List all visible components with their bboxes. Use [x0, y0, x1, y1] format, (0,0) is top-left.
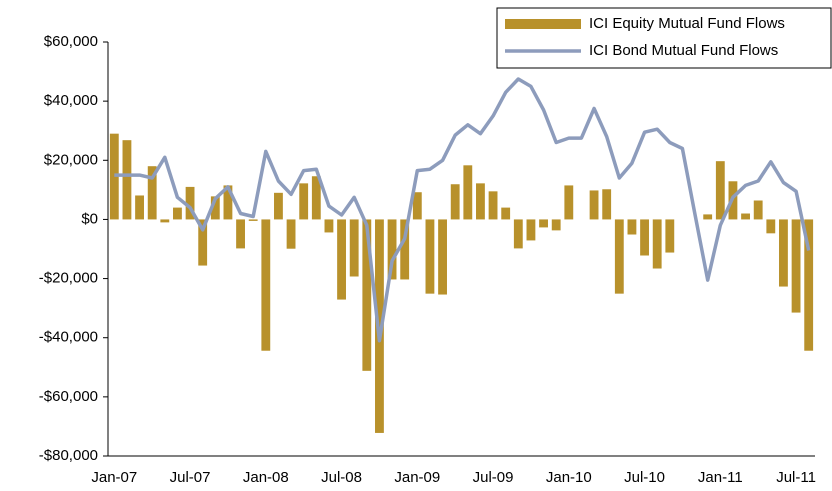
- y-tick-label: -$80,000: [39, 447, 98, 464]
- legend-label: ICI Equity Mutual Fund Flows: [589, 15, 785, 32]
- x-tick-label: Jan-11: [698, 469, 743, 486]
- y-tick-label: -$40,000: [39, 329, 98, 346]
- bar: [779, 219, 788, 287]
- bar: [261, 219, 271, 351]
- x-tick-label: Jul-08: [321, 469, 362, 486]
- bar: [311, 176, 321, 220]
- bar: [488, 191, 498, 220]
- bar: [349, 219, 359, 277]
- x-tick-label: Jul-09: [473, 469, 514, 486]
- bar: [337, 219, 346, 300]
- bar: [614, 219, 624, 294]
- bar: [513, 219, 523, 249]
- bar: [173, 207, 182, 220]
- legend-label: ICI Bond Mutual Fund Flows: [589, 42, 778, 59]
- bar: [791, 219, 801, 313]
- bar: [210, 196, 220, 220]
- legend-swatch: [505, 19, 581, 29]
- bar: [564, 185, 574, 220]
- bar: [286, 219, 296, 249]
- bar: [753, 200, 763, 220]
- bar: [400, 219, 410, 280]
- y-tick-label: -$60,000: [39, 388, 98, 405]
- x-tick-label: Jul-11: [776, 469, 816, 486]
- bar: [160, 219, 170, 223]
- bar: [589, 190, 599, 220]
- y-tick-label: $60,000: [44, 33, 98, 50]
- x-tick-label: Jan-07: [91, 469, 137, 486]
- bar: [299, 183, 309, 220]
- y-tick-label: -$20,000: [39, 270, 98, 287]
- x-tick-label: Jul-07: [170, 469, 211, 486]
- bar: [236, 219, 245, 249]
- bar: [526, 219, 536, 241]
- bar: [652, 219, 662, 269]
- legend-box: [496, 7, 832, 69]
- bar: [387, 219, 397, 280]
- y-tick-label: $20,000: [44, 151, 98, 168]
- bar: [715, 161, 725, 220]
- x-tick-label: Jul-10: [624, 469, 665, 486]
- bar: [665, 219, 675, 253]
- bar: [135, 195, 144, 220]
- bar: [362, 219, 372, 371]
- bar: [476, 183, 485, 220]
- bar: [425, 219, 435, 294]
- bar: [223, 185, 233, 220]
- bar: [412, 192, 422, 220]
- bar: [551, 219, 561, 231]
- bar: [274, 192, 283, 220]
- bar: [438, 219, 447, 295]
- bar: [198, 219, 208, 266]
- bar: [463, 165, 473, 220]
- bar: [804, 219, 814, 351]
- bar: [539, 219, 548, 228]
- bar: [741, 213, 750, 220]
- x-tick-label: Jan-10: [546, 469, 592, 486]
- bar: [147, 166, 157, 220]
- y-tick-label: $40,000: [44, 92, 98, 109]
- bar: [185, 186, 195, 220]
- bar: [602, 189, 612, 220]
- bar: [627, 219, 637, 235]
- x-tick-label: Jan-08: [243, 469, 289, 486]
- bar: [766, 219, 776, 234]
- bar: [450, 184, 460, 220]
- bar: [501, 207, 511, 220]
- bar: [122, 140, 132, 220]
- y-tick-label: $0: [81, 210, 98, 227]
- bar: [248, 219, 258, 221]
- x-tick-label: Jan-09: [394, 469, 440, 486]
- bar: [703, 214, 713, 220]
- bar: [640, 219, 649, 256]
- bar: [324, 219, 334, 233]
- line: [114, 77, 811, 343]
